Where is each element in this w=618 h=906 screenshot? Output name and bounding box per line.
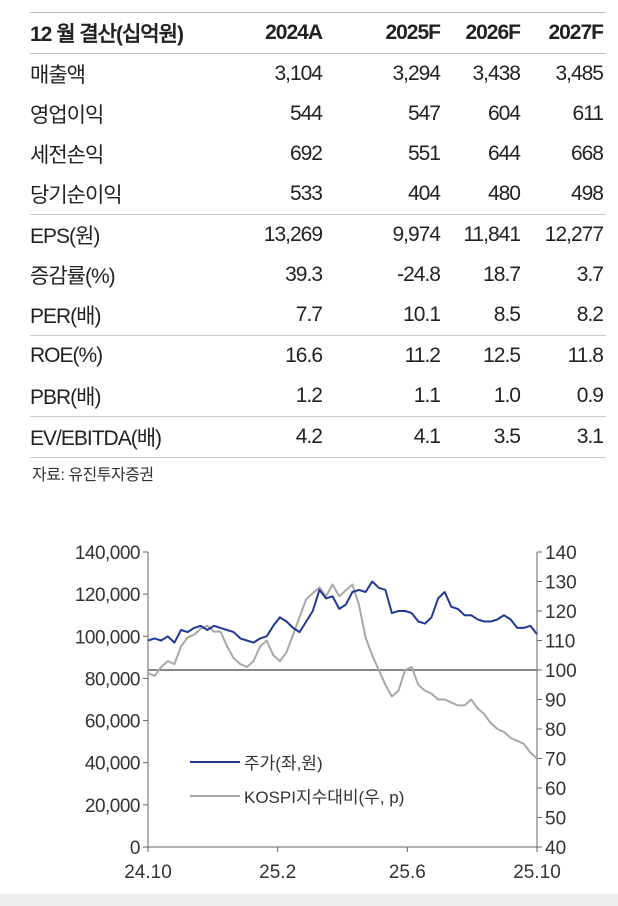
x-tick-label: 25.2 (259, 862, 296, 883)
header-2027f: 2027F (548, 21, 604, 44)
table-row: ROE(%) 16.6 11.2 12.5 11.8 (30, 336, 606, 376)
right-tick-label: 60 (545, 779, 566, 800)
legend-label-price: 주가(좌,원) (244, 754, 323, 773)
right-tick-label: 50 (545, 809, 566, 830)
row-value: 11,841 (463, 223, 521, 246)
right-tick-label: 100 (545, 661, 577, 682)
row-value: 4.1 (413, 425, 441, 448)
row-value: 692 (289, 142, 323, 165)
row-value: 39.3 (285, 263, 323, 286)
row-value: 13,269 (263, 223, 323, 246)
table-row: 증감률(%) 39.3 -24.8 18.7 3.7 (30, 255, 606, 295)
right-tick-label: 70 (545, 750, 566, 771)
right-tick-label: 120 (545, 602, 577, 623)
header-label: 12 월 결산(십억원) (30, 23, 184, 46)
legend-label-kospi: KOSPI지수대비(우, p) (244, 788, 404, 807)
row-label: 영업이익 (30, 104, 104, 127)
x-tick-label: 25.10 (513, 862, 561, 883)
row-label: PER(배) (30, 305, 102, 328)
row-value: 668 (570, 142, 604, 165)
right-tick-label: 140 (545, 543, 577, 564)
x-tick-label: 24.10 (124, 862, 172, 883)
right-tick-label: 80 (545, 720, 566, 741)
row-label: 당기순이익 (30, 184, 123, 207)
row-value: 12,277 (544, 223, 604, 246)
row-label: EPS(원) (30, 225, 100, 248)
row-value: 544 (289, 102, 323, 125)
row-value: 480 (487, 182, 521, 205)
header-2024a: 2024A (265, 21, 323, 44)
row-value: 3.5 (493, 425, 521, 448)
table-row: 당기순이익 533 404 480 498 (30, 174, 606, 215)
row-value: 644 (487, 142, 521, 165)
row-value: 12.5 (483, 344, 521, 367)
row-label: 매출액 (30, 64, 86, 87)
row-label: 증감률(%) (30, 265, 116, 288)
left-tick-label: 100,000 (75, 627, 140, 648)
stock-price-chart: 0 20,000 40,000 60,000 80,000 100,000 120,000 1… (75, 543, 577, 883)
left-tick-label: 0 (130, 838, 140, 859)
row-value: 611 (572, 102, 604, 125)
row-label: 세전손익 (30, 144, 104, 167)
row-value: 8.2 (576, 303, 604, 326)
row-value: 16.6 (285, 344, 323, 367)
row-label: ROE(%) (30, 344, 103, 367)
bottom-strip (0, 894, 618, 906)
price-line (147, 580, 538, 644)
table-row: 매출액 3,104 3,294 3,438 3,485 (30, 54, 606, 94)
x-tick-label: 25.6 (389, 862, 426, 883)
table-row: EV/EBITDA(배) 4.2 4.1 3.5 3.1 (30, 417, 606, 458)
row-value: 3.7 (576, 263, 604, 286)
row-value: 498 (570, 182, 604, 205)
row-value: 9,974 (392, 223, 441, 246)
financial-table: 12 월 결산(십억원) 2024A 2025F 2026F 2027F 매출액… (30, 12, 606, 458)
right-tick-label: 110 (545, 632, 575, 653)
row-value: 1.2 (295, 384, 323, 407)
right-tick-label: 40 (545, 838, 566, 859)
left-tick-label: 40,000 (85, 754, 140, 775)
table-header: 12 월 결산(십억원) 2024A 2025F 2026F 2027F (30, 13, 606, 54)
row-value: 3,104 (274, 62, 323, 85)
table-row: 영업이익 544 547 604 611 (30, 94, 606, 134)
table-row: EPS(원) 13,269 9,974 11,841 12,277 (30, 215, 606, 255)
row-value: 11.2 (404, 344, 441, 367)
kospi-relative-line (147, 583, 538, 760)
row-value: 3.1 (576, 425, 604, 448)
row-label: PBR(배) (30, 386, 102, 409)
left-tick-label: 140,000 (75, 543, 140, 564)
right-tick-label: 130 (545, 573, 577, 594)
header-2026f: 2026F (465, 21, 521, 44)
table-row: 세전손익 692 551 644 668 (30, 134, 606, 174)
row-value: 3,294 (392, 62, 441, 85)
row-value: 0.9 (576, 384, 604, 407)
right-tick-label: 90 (545, 691, 566, 712)
row-value: 404 (407, 182, 441, 205)
row-value: 10.1 (403, 303, 441, 326)
row-value: 4.2 (295, 425, 323, 448)
row-value: 11.8 (567, 344, 604, 367)
row-value: 3,485 (555, 62, 604, 85)
left-tick-label: 80,000 (85, 669, 140, 690)
table-row: PBR(배) 1.2 1.1 1.0 0.9 (30, 376, 606, 417)
row-label: EV/EBITDA(배) (30, 427, 162, 450)
left-tick-label: 120,000 (75, 585, 140, 606)
row-value: 533 (289, 182, 323, 205)
row-value: 551 (407, 142, 441, 165)
row-value: 1.1 (413, 384, 441, 407)
left-tick-label: 20,000 (85, 796, 140, 817)
row-value: 547 (407, 102, 441, 125)
row-value: 3,438 (472, 62, 521, 85)
row-value: 1.0 (493, 384, 521, 407)
left-tick-label: 60,000 (85, 712, 140, 733)
source-note: 자료: 유진투자증권 (32, 467, 154, 484)
table-row: PER(배) 7.7 10.1 8.5 8.2 (30, 295, 606, 336)
header-2025f: 2025F (385, 21, 441, 44)
row-value: 604 (487, 102, 521, 125)
row-value: -24.8 (397, 263, 441, 286)
row-value: 7.7 (295, 303, 323, 326)
row-value: 18.7 (483, 263, 521, 286)
row-value: 8.5 (493, 303, 521, 326)
